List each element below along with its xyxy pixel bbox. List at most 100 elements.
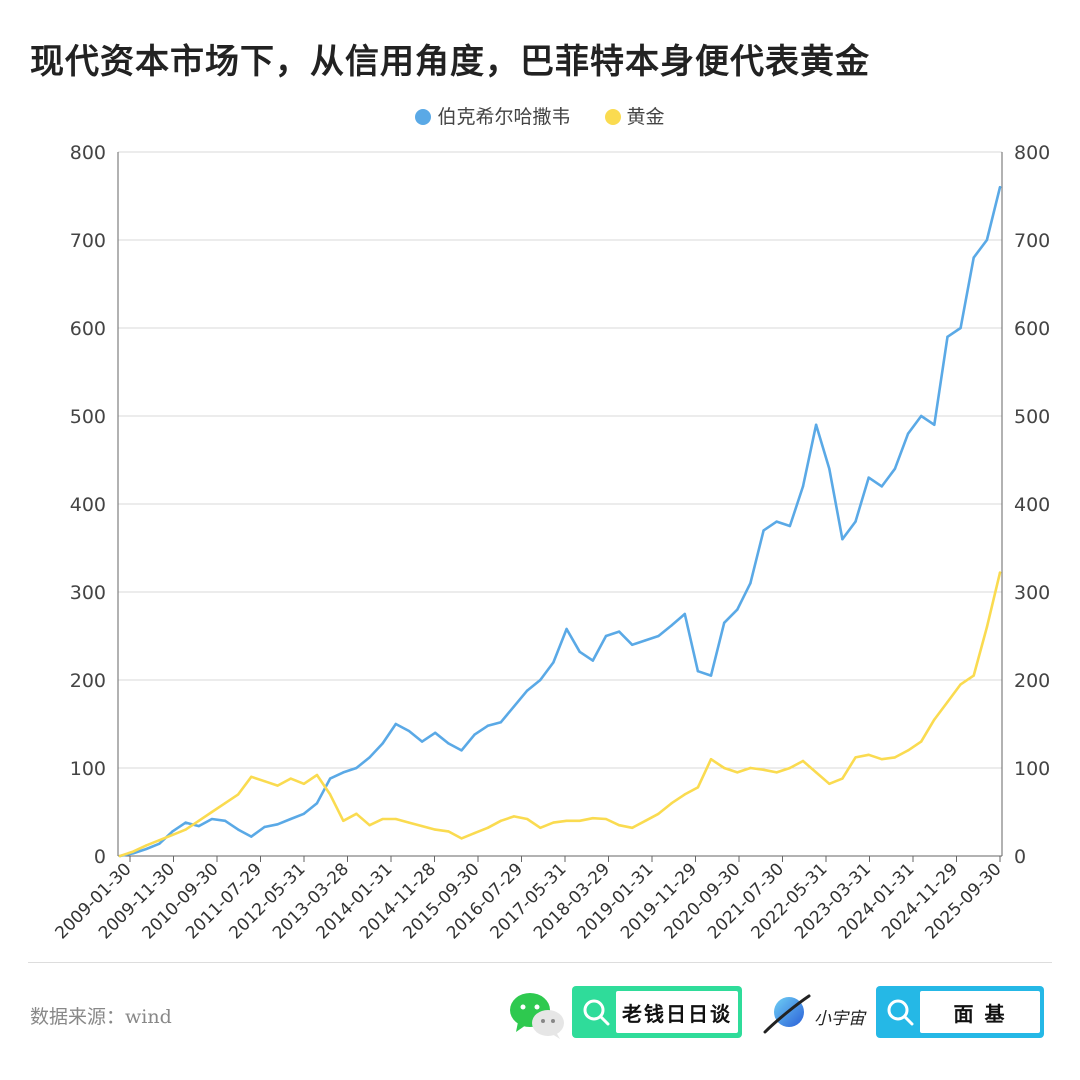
gold-line [118, 571, 1002, 858]
gold-point [617, 824, 621, 827]
berkshire-point [604, 634, 608, 638]
berkshire-point [184, 821, 187, 824]
berkshire-point [223, 819, 227, 822]
berkshire-point [998, 186, 1002, 189]
berkshire-point [828, 467, 831, 470]
y-tick-label-left: 500 [70, 406, 106, 428]
berkshire-point [617, 630, 621, 633]
berkshire-point [368, 756, 371, 759]
berkshire-point [276, 823, 279, 826]
gold-point [565, 819, 568, 822]
berkshire-point [486, 724, 489, 727]
gold-point [145, 844, 148, 847]
data-source-note: 数据来源：wind [30, 1006, 172, 1028]
gold-point [486, 826, 489, 830]
gold-point [210, 810, 214, 814]
gold-point [473, 831, 476, 835]
berkshire-point [775, 520, 778, 523]
gold-point [985, 626, 989, 629]
y-tick-label-right: 300 [1014, 582, 1050, 604]
y-tick-label-left: 400 [70, 494, 106, 516]
gold-point [591, 816, 595, 820]
berkshire-point [355, 766, 358, 770]
berkshire-point [420, 740, 424, 743]
gold-point [499, 819, 503, 822]
berkshire-point [841, 538, 844, 541]
gold-point [525, 817, 529, 821]
berkshire-point [578, 650, 581, 654]
podcast-badge-mianji[interactable]: 面 基 [876, 986, 1044, 1038]
gold-point [407, 821, 411, 824]
berkshire-point [670, 624, 673, 627]
berkshire-point [434, 731, 437, 734]
gold-point [131, 850, 135, 853]
chart-title: 现代资本市场下，从信用角度，巴菲特本身便代表黄金 [30, 42, 870, 82]
badge-label-laoqian: 老钱日日谈 [616, 991, 738, 1033]
berkshire-point [499, 721, 503, 724]
podcast-badge-laoqian[interactable]: 老钱日日谈 [572, 986, 742, 1038]
berkshire-point [460, 749, 463, 752]
gold-point [854, 756, 857, 759]
berkshire-point [328, 777, 332, 780]
berkshire-point [631, 643, 634, 646]
berkshire-point [972, 256, 975, 259]
y-tick-label-right: 700 [1014, 230, 1050, 252]
berkshire-point [158, 842, 161, 845]
y-tick-label-right: 200 [1014, 670, 1050, 692]
y-tick-label-left: 700 [70, 230, 106, 252]
gold-point [670, 802, 673, 805]
berkshire-point [394, 722, 398, 726]
berkshire-point [289, 817, 292, 821]
berkshire-point [696, 670, 700, 673]
gold-point [814, 771, 818, 774]
berkshire-point [342, 771, 345, 774]
gold-point [118, 854, 122, 858]
gold-point [867, 753, 870, 756]
gold-point [775, 771, 778, 774]
gold-point [223, 802, 227, 805]
y-tick-label-right: 0 [1014, 846, 1026, 868]
gold-point [184, 828, 187, 831]
gold-point [394, 817, 398, 821]
berkshire-point [906, 432, 910, 435]
berkshire-point [302, 812, 306, 815]
y-tick-label-left: 100 [70, 758, 106, 780]
gold-point [381, 817, 384, 821]
gold-point [762, 768, 765, 771]
legend-dot-berkshire [415, 109, 432, 125]
gold-point [919, 740, 923, 743]
wechat-icon [510, 993, 564, 1039]
berkshire-point [893, 467, 897, 470]
berkshire-point [919, 414, 923, 418]
gold-point [972, 674, 975, 677]
gold-point [683, 793, 686, 796]
y-tick-label-left: 200 [70, 670, 106, 692]
gold-point [998, 571, 1002, 574]
gold-point [512, 815, 516, 818]
berkshire-point [788, 524, 792, 528]
berkshire-point [263, 825, 266, 829]
gold-point [578, 819, 581, 822]
line-chart: 0 0 100 100 200 200 300 300 400 400 500 500 600 600 70… [52, 142, 1051, 943]
legend-label-gold: 黄金 [626, 106, 665, 128]
y-tick-label-right: 500 [1014, 406, 1050, 428]
berkshire-point [237, 828, 240, 831]
gold-point [946, 700, 949, 704]
legend-item-berkshire[interactable]: 伯克希尔哈撒韦 [415, 102, 570, 129]
berkshire-point [539, 678, 542, 682]
y-tick-label-right: 600 [1014, 318, 1050, 340]
berkshire-point [722, 621, 726, 624]
gold-point [447, 830, 450, 833]
y-tick-label-left: 300 [70, 582, 106, 604]
y-tick-label-right: 800 [1014, 142, 1050, 164]
berkshire-point [985, 238, 989, 242]
gold-point [644, 819, 647, 822]
legend-item-gold[interactable]: 黄金 [604, 102, 665, 129]
y-tick-label-right: 400 [1014, 494, 1050, 516]
gold-point [276, 784, 279, 787]
berkshire-point [447, 742, 450, 745]
gold-point [315, 773, 319, 777]
gold-point [434, 828, 437, 831]
berkshire-point [880, 485, 883, 488]
berkshire-point [657, 634, 660, 638]
